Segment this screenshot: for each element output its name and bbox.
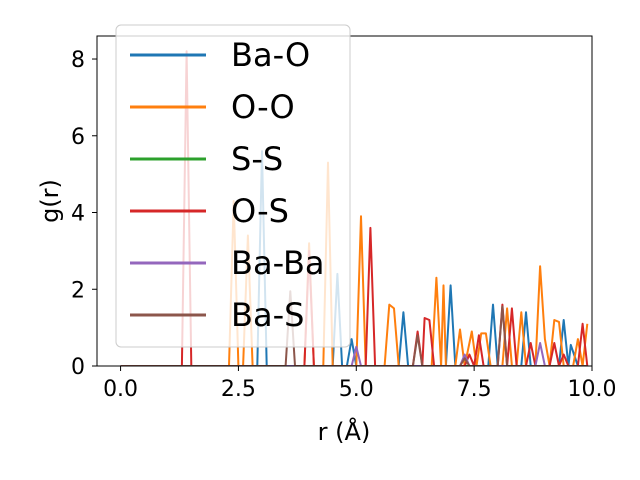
- x-axis: 0.0 2.5 5.0 7.5 10.0: [103, 366, 616, 402]
- x-tick-label: 5.0: [339, 377, 374, 402]
- legend-label-o-o: O-O: [231, 88, 295, 126]
- x-tick-label: 7.5: [457, 377, 492, 402]
- x-axis-label: r (Å): [318, 417, 371, 446]
- x-tick-label: 2.5: [221, 377, 256, 402]
- y-tick-label: 4: [71, 202, 85, 227]
- y-axis-label: g(r): [36, 179, 64, 223]
- legend-label-ba-ba: Ba-Ba: [231, 244, 325, 282]
- legend: Ba-O O-O S-S O-S Ba-Ba Ba-S: [115, 24, 351, 348]
- y-tick-label: 2: [71, 278, 85, 303]
- y-tick-label: 0: [71, 355, 85, 380]
- y-axis: 0 2 4 6 8: [71, 48, 97, 380]
- series-line-ba-ba: [120, 342, 588, 366]
- series-line-o-s: [120, 50, 589, 366]
- x-tick-label: 10.0: [568, 377, 617, 402]
- y-tick-label: 6: [71, 125, 85, 150]
- legend-label-ba-o: Ba-O: [231, 36, 310, 74]
- legend-label-s-s: S-S: [231, 140, 283, 178]
- legend-label-o-s: O-S: [231, 192, 289, 230]
- y-tick-label: 8: [71, 48, 85, 73]
- x-tick-label: 0.0: [103, 377, 138, 402]
- legend-label-ba-s: Ba-S: [231, 296, 304, 334]
